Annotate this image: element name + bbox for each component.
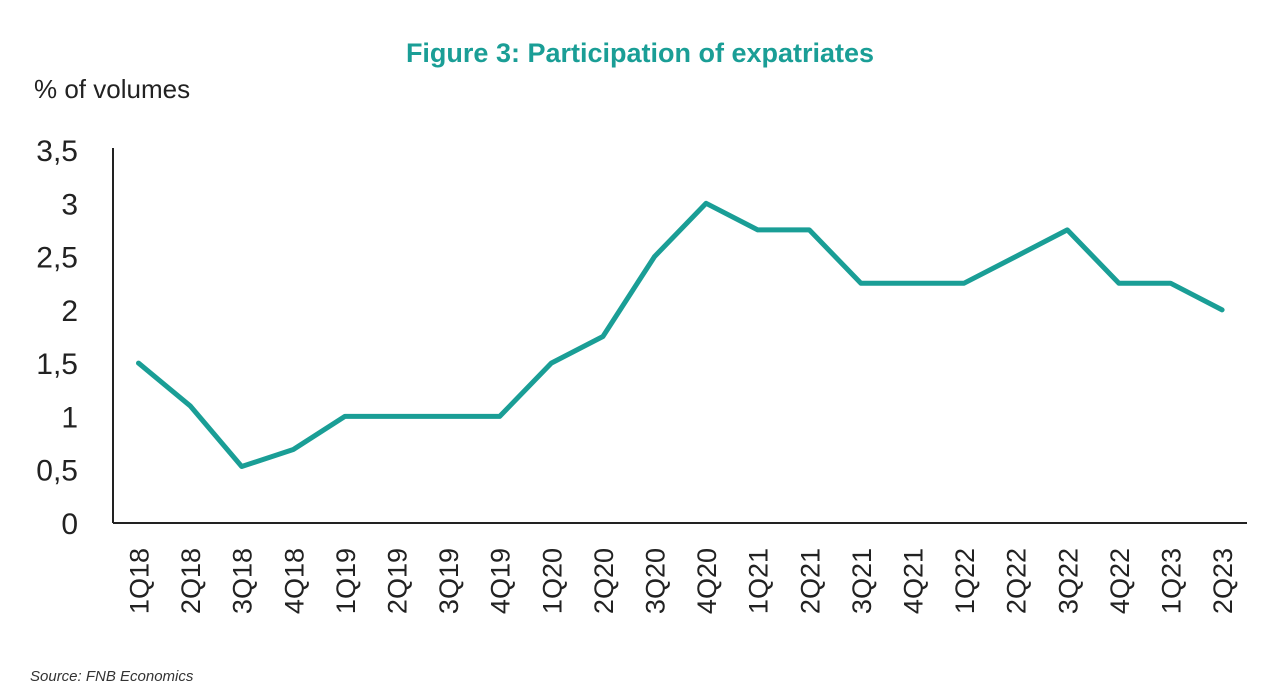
x-tick-label: 4Q19 — [486, 548, 516, 614]
x-tick-label: 4Q21 — [899, 548, 929, 614]
x-tick-label: 3Q20 — [641, 548, 671, 614]
x-tick-label: 3Q19 — [434, 548, 464, 614]
source-note: Source: FNB Economics — [30, 668, 194, 685]
x-tick-label: 4Q22 — [1105, 548, 1135, 614]
x-tick-label: 2Q23 — [1208, 548, 1238, 614]
y-tick-label: 0,5 — [36, 455, 78, 488]
x-tick-label: 1Q22 — [950, 548, 980, 614]
y-tick-label: 3,5 — [36, 135, 78, 168]
x-tick-label: 2Q22 — [1002, 548, 1032, 614]
y-tick-label: 1,5 — [36, 348, 78, 381]
x-tick-label: 4Q20 — [692, 548, 722, 614]
y-tick-label: 1 — [61, 401, 78, 434]
x-tick-label: 2Q18 — [176, 548, 206, 614]
x-tick-label: 2Q21 — [795, 548, 825, 614]
x-tick-label: 1Q18 — [125, 548, 155, 614]
x-tick-label: 2Q19 — [383, 548, 413, 614]
x-tick-label: 1Q21 — [744, 548, 774, 614]
x-tick-label: 2Q20 — [589, 548, 619, 614]
y-tick-label: 3 — [61, 188, 78, 221]
x-tick-label: 1Q20 — [537, 548, 567, 614]
x-tick-label: 1Q19 — [331, 548, 361, 614]
x-tick-label: 4Q18 — [279, 548, 309, 614]
x-tick-label: 3Q18 — [228, 548, 258, 614]
y-tick-label: 2,5 — [36, 242, 78, 275]
y-axis-label: % of volumes — [34, 74, 191, 104]
y-tick-label: 0 — [61, 508, 78, 541]
x-tick-label: 3Q22 — [1053, 548, 1083, 614]
y-tick-label: 2 — [61, 295, 78, 328]
chart-title: Figure 3: Participation of expatriates — [405, 38, 875, 68]
x-tick-label: 3Q21 — [847, 548, 877, 614]
x-tick-label: 1Q23 — [1157, 548, 1187, 614]
series-line — [136, 200, 1225, 469]
